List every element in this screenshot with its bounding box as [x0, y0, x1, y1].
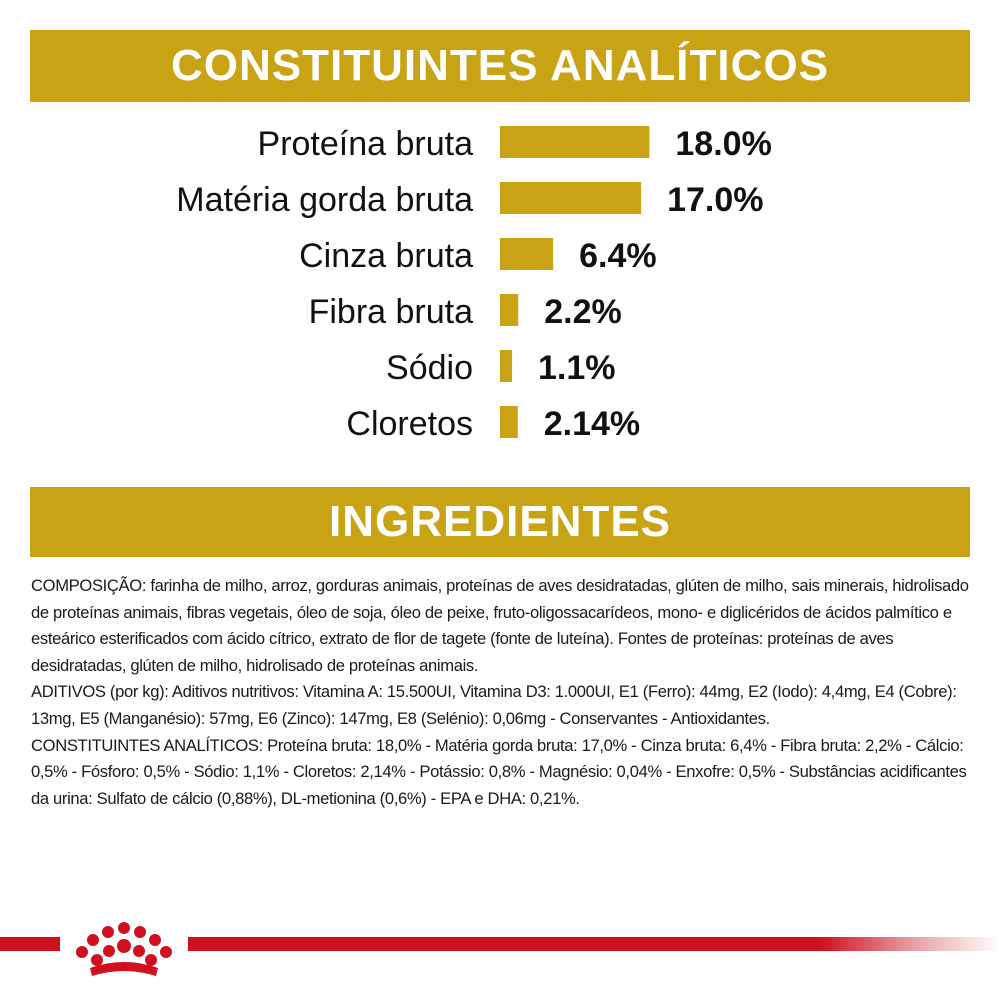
additives-paragraph: ADITIVOS (por kg): Aditivos nutritivos: … [31, 682, 957, 728]
category-label: Fibra bruta [309, 293, 473, 331]
value-label: 2.14% [544, 405, 640, 443]
ingredients-title: INGREDIENTES [328, 497, 672, 546]
value-label: 6.4% [579, 237, 657, 275]
category-label: Cinza bruta [299, 237, 473, 275]
category-label: Sódio [386, 349, 473, 387]
bar [500, 294, 519, 326]
category-label: Proteína bruta [258, 125, 474, 163]
brand-logo [60, 912, 188, 988]
bar [500, 238, 554, 270]
ingredients-banner: INGREDIENTES [30, 487, 970, 557]
category-label: Cloretos [346, 405, 473, 443]
analytic-title: CONSTITUINTES ANALÍTICOS [171, 41, 829, 90]
category-label: Matéria gorda bruta [176, 181, 473, 219]
analytic-paragraph: CONSTITUINTES ANALÍTICOS: Proteína bruta… [31, 735, 967, 808]
crown-icon [76, 922, 172, 976]
analytic-bar-chart: Proteína bruta 18.0% Matéria gorda bruta 17… [176, 125, 772, 443]
ingredients-text: COMPOSIÇÃO: farinha de milho, arroz, gor… [31, 573, 976, 812]
value-label: 1.1% [538, 349, 616, 387]
analytic-banner: CONSTITUINTES ANALÍTICOS [30, 30, 970, 102]
value-label: 2.2% [544, 293, 622, 331]
bar [500, 406, 518, 438]
brand-footer-line [0, 937, 1000, 951]
bar [500, 350, 512, 382]
composition-paragraph: COMPOSIÇÃO: farinha de milho, arroz, gor… [31, 576, 969, 675]
value-label: 18.0% [675, 125, 771, 163]
bar [500, 182, 642, 214]
bar [500, 126, 650, 158]
value-label: 17.0% [667, 181, 763, 219]
